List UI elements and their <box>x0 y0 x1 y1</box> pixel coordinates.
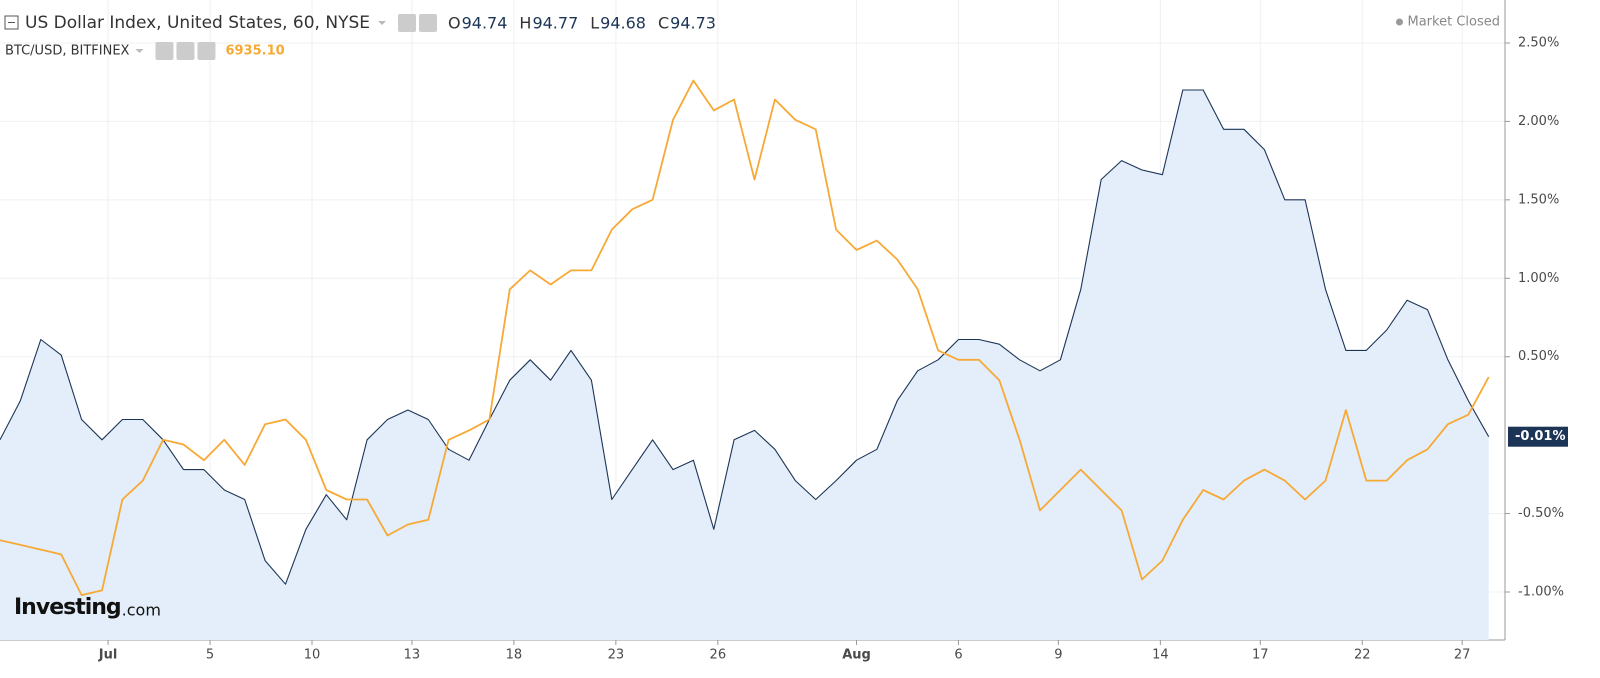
line <box>0 79 1490 596</box>
x-tick-label: 5 <box>206 648 214 663</box>
ohlc-label: C <box>658 14 669 33</box>
x-tick-label: Jul <box>98 648 118 663</box>
x-tick-label: 18 <box>506 648 523 663</box>
x-tick-label: 13 <box>404 648 421 663</box>
y-tick-label: 2.00% <box>1518 114 1559 129</box>
watermark: .com <box>122 601 161 620</box>
ohlc-label: O <box>448 14 461 33</box>
dropdown-arrow <box>378 21 386 25</box>
collapse-icon <box>4 15 19 30</box>
x-tick-label: 10 <box>304 648 321 663</box>
legend-value: 6935.10 <box>225 44 284 59</box>
x-tick-label: 22 <box>1354 648 1371 663</box>
ohlc-value: 94.68 <box>600 14 646 33</box>
status-dot <box>1396 18 1403 26</box>
legend-button <box>176 42 195 60</box>
y-tick-label: 0.50% <box>1518 349 1559 364</box>
y-tick-label: -0.50% <box>1518 506 1564 521</box>
ohlc-value: 94.77 <box>532 14 578 33</box>
legend-button <box>197 42 216 60</box>
x-tick-label: Aug <box>842 648 871 663</box>
x-tick-label: 23 <box>608 648 625 663</box>
ohlc-value: 94.74 <box>462 14 508 33</box>
y-tick-label: 1.00% <box>1518 271 1559 286</box>
x-tick-label: 6 <box>954 648 962 663</box>
legend-series: BTC/USD, BITFINEX <box>5 44 130 59</box>
line <box>0 89 1490 585</box>
price-tag <box>1508 426 1568 447</box>
dropdown-arrow <box>135 49 144 53</box>
ohlc-value: 94.73 <box>670 14 716 33</box>
legend-button <box>155 42 174 60</box>
area <box>0 90 1489 640</box>
ohlc-label: L <box>590 14 599 33</box>
market-status: Market Closed <box>1408 15 1501 30</box>
legend-title: US Dollar Index, United States, 60, NYSE <box>25 13 370 33</box>
x-tick-label: 9 <box>1054 648 1062 663</box>
ohlc-label: H <box>519 14 531 33</box>
x-tick-label: 17 <box>1252 648 1269 663</box>
y-tick-label: 1.50% <box>1518 192 1559 207</box>
y-tick-label: 2.50% <box>1518 35 1559 50</box>
x-tick-label: 26 <box>710 648 727 663</box>
watermark: Investing <box>14 595 121 620</box>
y-tick-label: -1.00% <box>1518 585 1564 600</box>
x-tick-label: 27 <box>1454 648 1471 663</box>
x-tick-label: 14 <box>1152 648 1169 663</box>
legend-button <box>419 14 437 32</box>
legend-button <box>398 14 416 32</box>
price-tag-label: -0.01% <box>1515 429 1566 444</box>
